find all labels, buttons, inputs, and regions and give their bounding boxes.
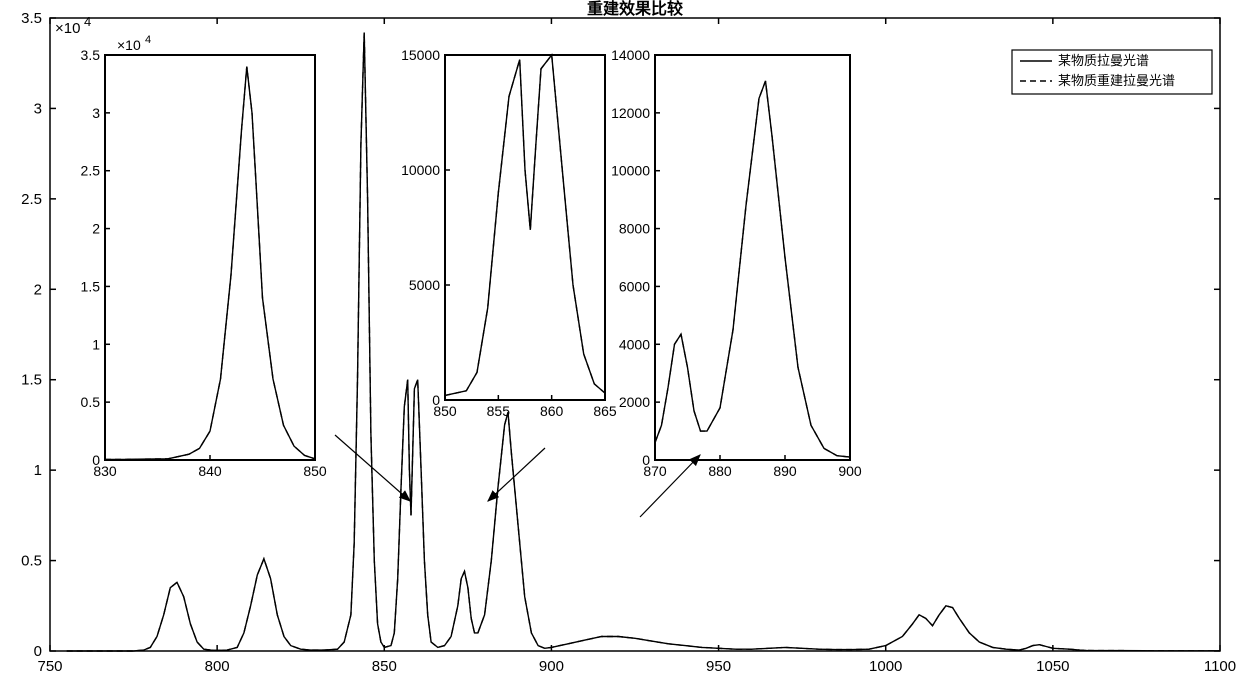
chart-title: 重建效果比较	[587, 0, 683, 18]
inset3-xtick: 890	[773, 463, 797, 479]
inset1-exponent: 4	[145, 34, 151, 46]
inset3-ytick: 12000	[611, 105, 650, 121]
y-tick-label: 2	[34, 281, 42, 298]
inset1-ytick: 2	[92, 221, 100, 237]
inset3-ytick: 6000	[619, 278, 650, 294]
inset1-ytick: 1.5	[81, 278, 101, 294]
inset2-box	[445, 55, 605, 400]
inset1-xtick: 840	[198, 463, 222, 479]
inset3-box	[655, 55, 850, 460]
x-tick-label: 1050	[1036, 658, 1069, 675]
main-svg: 重建效果比较×10475080085090095010001050110000.…	[0, 0, 1240, 691]
inset3-ytick: 14000	[611, 47, 650, 63]
inset3-ytick: 8000	[619, 221, 650, 237]
inset1-multiplier: ×10	[117, 37, 141, 53]
inset1-ytick: 3	[92, 105, 100, 121]
inset2-xtick: 860	[540, 403, 564, 419]
legend-label-0: 某物质拉曼光谱	[1058, 53, 1149, 68]
inset1-ytick: 0.5	[81, 394, 101, 410]
inset2-ytick: 0	[432, 392, 440, 408]
inset2-arrow	[488, 448, 545, 501]
x-tick-label: 1000	[869, 658, 902, 675]
inset3-ytick: 4000	[619, 336, 650, 352]
y-axis-multiplier: ×10	[55, 20, 80, 37]
inset3-xtick: 900	[838, 463, 862, 479]
y-tick-label: 0	[34, 643, 42, 660]
y-tick-label: 3.5	[21, 10, 42, 27]
y-tick-label: 3	[34, 100, 42, 117]
y-tick-label: 0.5	[21, 553, 42, 570]
inset2-xtick: 855	[487, 403, 511, 419]
inset1-box	[105, 55, 315, 460]
inset2-xtick: 865	[593, 403, 617, 419]
x-tick-label: 750	[37, 658, 62, 675]
y-axis-exponent: 4	[84, 14, 91, 29]
inset2-ytick: 15000	[401, 47, 440, 63]
inset2-ytick: 5000	[409, 277, 440, 293]
inset3-ytick: 10000	[611, 163, 650, 179]
chart-container: 重建效果比较×10475080085090095010001050110000.…	[0, 0, 1240, 691]
x-tick-label: 900	[539, 658, 564, 675]
x-tick-label: 800	[205, 658, 230, 675]
y-tick-label: 1	[34, 462, 42, 479]
y-tick-label: 1.5	[21, 372, 42, 389]
inset1-ytick: 1	[92, 336, 100, 352]
inset3-ytick: 2000	[619, 394, 650, 410]
y-tick-label: 2.5	[21, 191, 42, 208]
inset1-ytick: 2.5	[81, 163, 101, 179]
x-tick-label: 850	[372, 658, 397, 675]
inset1-ytick: 3.5	[81, 47, 101, 63]
inset3-ytick: 0	[642, 452, 650, 468]
inset1-ytick: 0	[92, 452, 100, 468]
x-tick-label: 950	[706, 658, 731, 675]
inset3-xtick: 880	[708, 463, 732, 479]
inset2-ytick: 10000	[401, 162, 440, 178]
legend-label-1: 某物质重建拉曼光谱	[1058, 73, 1175, 88]
x-tick-label: 1100	[1204, 658, 1236, 675]
inset1-xtick: 850	[303, 463, 327, 479]
